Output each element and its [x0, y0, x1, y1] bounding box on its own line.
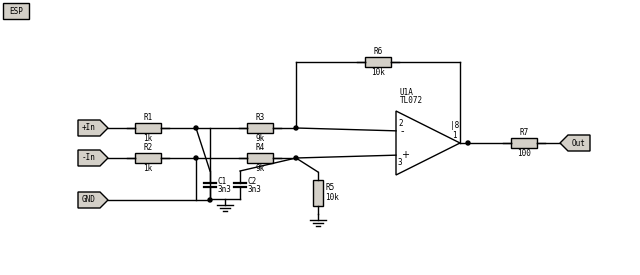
- Text: 9k: 9k: [255, 164, 264, 173]
- Text: 2: 2: [398, 119, 403, 128]
- Text: Out: Out: [572, 139, 586, 147]
- Circle shape: [194, 156, 198, 160]
- Bar: [511, 138, 537, 148]
- Bar: [135, 153, 161, 163]
- Text: 100: 100: [517, 149, 531, 158]
- Circle shape: [294, 156, 298, 160]
- Polygon shape: [78, 120, 108, 136]
- Polygon shape: [78, 192, 108, 208]
- Text: C1: C1: [218, 177, 227, 186]
- Text: R7: R7: [520, 128, 529, 137]
- Bar: [247, 123, 273, 133]
- Text: R6: R6: [373, 47, 383, 56]
- Text: R1: R1: [143, 113, 152, 122]
- Bar: [365, 57, 391, 67]
- Circle shape: [466, 141, 470, 145]
- Text: TL072: TL072: [400, 96, 423, 105]
- Text: 10k: 10k: [371, 68, 385, 77]
- Text: R3: R3: [255, 113, 264, 122]
- Text: 1k: 1k: [143, 134, 152, 143]
- Circle shape: [194, 126, 198, 130]
- Bar: [3, 3, 29, 19]
- Text: 3n3: 3n3: [248, 185, 262, 194]
- Text: R2: R2: [143, 143, 152, 152]
- Text: R5: R5: [325, 183, 334, 192]
- Text: -: -: [401, 126, 404, 136]
- Bar: [247, 153, 273, 163]
- Polygon shape: [396, 111, 460, 175]
- Text: 1k: 1k: [143, 164, 152, 173]
- Text: |8: |8: [450, 120, 460, 130]
- Text: +: +: [401, 150, 409, 160]
- Text: 10k: 10k: [325, 192, 339, 202]
- Text: U1A: U1A: [400, 88, 414, 97]
- Text: -In: -In: [82, 153, 96, 163]
- Text: 1: 1: [452, 131, 456, 139]
- Polygon shape: [560, 135, 590, 151]
- Text: 3n3: 3n3: [218, 185, 232, 194]
- Text: R4: R4: [255, 143, 264, 152]
- Text: C2: C2: [248, 177, 257, 186]
- Text: 3: 3: [398, 158, 403, 167]
- Text: ESP: ESP: [9, 7, 23, 15]
- Text: +In: +In: [82, 123, 96, 133]
- Polygon shape: [78, 150, 108, 166]
- Text: GND: GND: [82, 196, 96, 205]
- Bar: [135, 123, 161, 133]
- Bar: [313, 180, 323, 206]
- Text: 9k: 9k: [255, 134, 264, 143]
- Circle shape: [208, 198, 212, 202]
- Circle shape: [294, 126, 298, 130]
